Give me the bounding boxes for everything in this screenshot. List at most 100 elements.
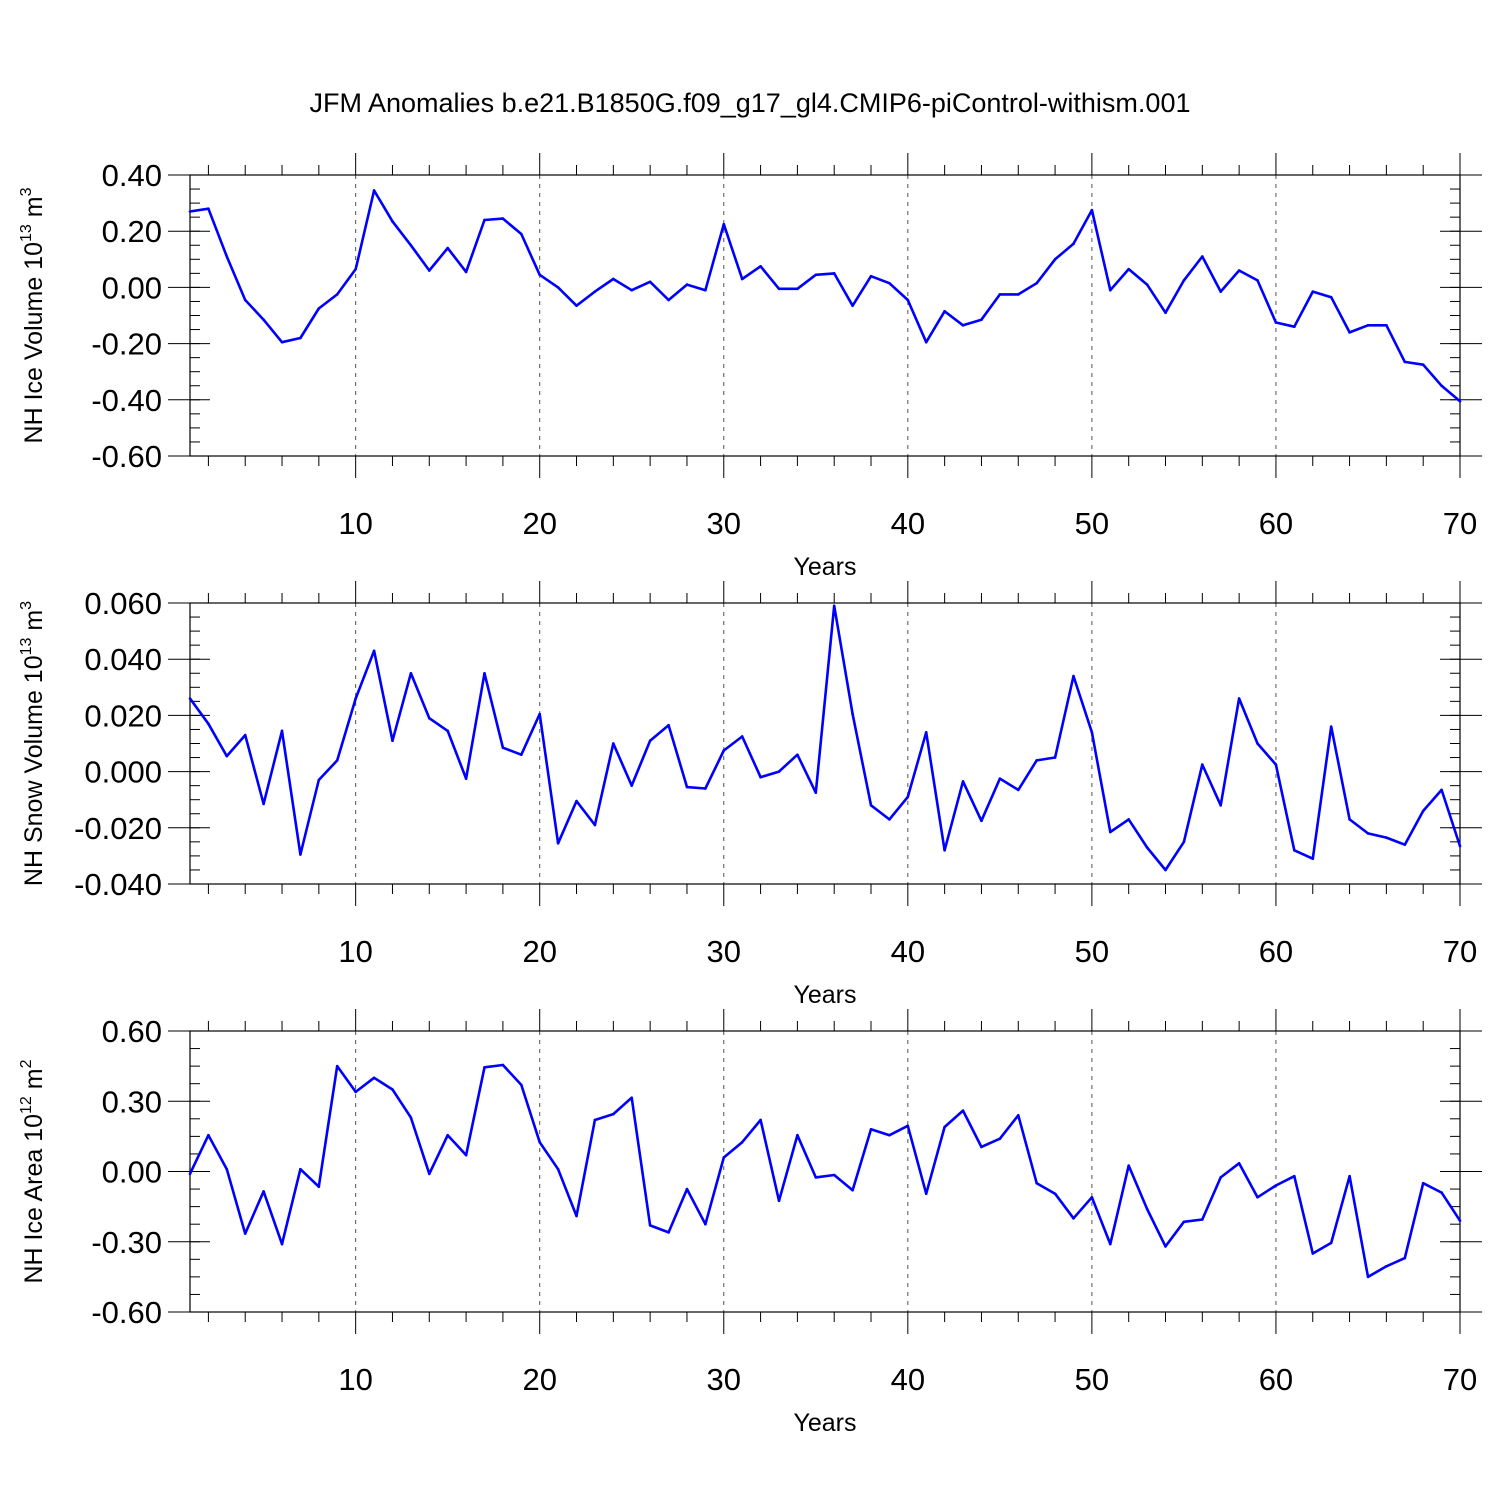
x-tick-label: 10 xyxy=(338,506,372,541)
data-point xyxy=(372,189,376,192)
data-point xyxy=(869,274,873,278)
data-point xyxy=(354,697,357,700)
data-point xyxy=(943,309,946,313)
data-point xyxy=(1348,818,1351,821)
data-point xyxy=(243,298,247,302)
data-point xyxy=(1329,725,1333,728)
data-point xyxy=(1108,830,1112,834)
data-point xyxy=(207,722,210,726)
data-point xyxy=(998,1137,1002,1141)
plot-frame xyxy=(189,602,1461,885)
chart-panels: -0.60 -0.40 -0.20 0.00 0.20 0.40 10 20 30 40 50 60 7… xyxy=(18,153,1482,1437)
data-point xyxy=(1293,325,1296,329)
x-axis-label: Years xyxy=(793,553,856,581)
data-point xyxy=(1458,1219,1462,1222)
data-point xyxy=(464,1153,468,1157)
data-point xyxy=(722,1156,726,1159)
data-point xyxy=(1237,697,1241,700)
x-axis-label: Years xyxy=(793,981,856,1009)
data-point xyxy=(427,1172,431,1176)
data-point xyxy=(243,733,247,737)
data-point xyxy=(483,671,486,675)
data-point xyxy=(980,318,983,322)
y-axis-label-unit-exponent: 3 xyxy=(18,601,35,610)
data-point xyxy=(612,742,615,745)
data-point xyxy=(427,716,431,720)
y-tick-label: -0.60 xyxy=(91,439,162,474)
data-point xyxy=(372,1076,376,1080)
data-point xyxy=(1219,1176,1223,1179)
data-point xyxy=(851,304,854,307)
data-point xyxy=(1016,788,1020,792)
y-tick-label: 0.00 xyxy=(102,270,162,305)
data-point xyxy=(722,749,726,752)
data-point xyxy=(593,1118,597,1122)
data-point xyxy=(685,785,689,789)
y-axis-label-unit: m xyxy=(20,610,48,638)
data-point xyxy=(1164,868,1167,872)
data-point xyxy=(832,272,836,275)
data-point xyxy=(501,217,505,220)
data-point xyxy=(777,1199,781,1203)
data-point xyxy=(740,1140,744,1144)
data-point xyxy=(1164,311,1167,314)
data-point xyxy=(924,340,928,344)
data-point xyxy=(391,739,394,742)
y-tick-label: -0.20 xyxy=(91,327,162,362)
data-point xyxy=(335,293,339,296)
data-point xyxy=(1035,281,1038,285)
data-point xyxy=(1237,269,1241,272)
data-point xyxy=(814,1176,818,1179)
data-point xyxy=(1274,1184,1278,1187)
x-tick-label: 30 xyxy=(707,506,741,541)
data-point xyxy=(243,1232,247,1235)
data-point xyxy=(1274,763,1278,766)
x-tick-label: 10 xyxy=(338,1362,372,1397)
x-tick-label: 50 xyxy=(1075,1362,1109,1397)
data-point xyxy=(1366,832,1370,835)
data-point xyxy=(998,777,1002,780)
data-point xyxy=(612,1112,615,1116)
data-point xyxy=(207,1133,210,1137)
data-point xyxy=(1182,1220,1186,1224)
data-point xyxy=(483,1065,486,1069)
data-point xyxy=(1311,857,1315,861)
data-point xyxy=(1293,848,1296,852)
y-tick-label: -0.020 xyxy=(74,811,162,846)
data-point xyxy=(556,1167,560,1171)
data-point xyxy=(648,280,652,284)
data-point xyxy=(354,267,357,271)
data-point xyxy=(1072,1217,1075,1220)
data-point xyxy=(556,841,560,845)
chart-panel-3: -0.60 -0.30 0.00 0.30 0.60 10 20 30 40 50 60 70 Year… xyxy=(18,1009,1482,1437)
data-point xyxy=(409,1116,413,1119)
data-point xyxy=(1090,1195,1094,1199)
data-point xyxy=(1237,1162,1241,1165)
data-point xyxy=(317,1185,321,1189)
data-point xyxy=(1458,399,1462,403)
data-point xyxy=(961,1109,965,1112)
y-axis-label-unit: m xyxy=(20,196,48,224)
y-tick-label: -0.30 xyxy=(91,1225,162,1260)
data-point xyxy=(1072,242,1075,246)
data-point xyxy=(667,1231,670,1234)
y-tick-label: 0.00 xyxy=(102,1155,162,1190)
x-tick-label: 30 xyxy=(707,1362,741,1397)
y-axis-label-unit: m xyxy=(20,1068,48,1096)
data-point xyxy=(667,298,670,302)
y-tick-label: 0.000 xyxy=(84,755,162,790)
data-point xyxy=(1385,1265,1388,1268)
data-point xyxy=(556,286,560,289)
plot-frame xyxy=(189,1030,1461,1313)
data-point xyxy=(832,604,836,608)
data-point xyxy=(814,791,818,794)
data-point xyxy=(961,324,965,327)
data-point xyxy=(851,712,854,716)
data-point xyxy=(648,1224,652,1227)
x-tick-label: 20 xyxy=(522,934,556,969)
data-point xyxy=(1329,1241,1333,1245)
data-point xyxy=(391,1088,394,1091)
data-point xyxy=(1053,1192,1057,1196)
data-point xyxy=(1403,1256,1407,1260)
